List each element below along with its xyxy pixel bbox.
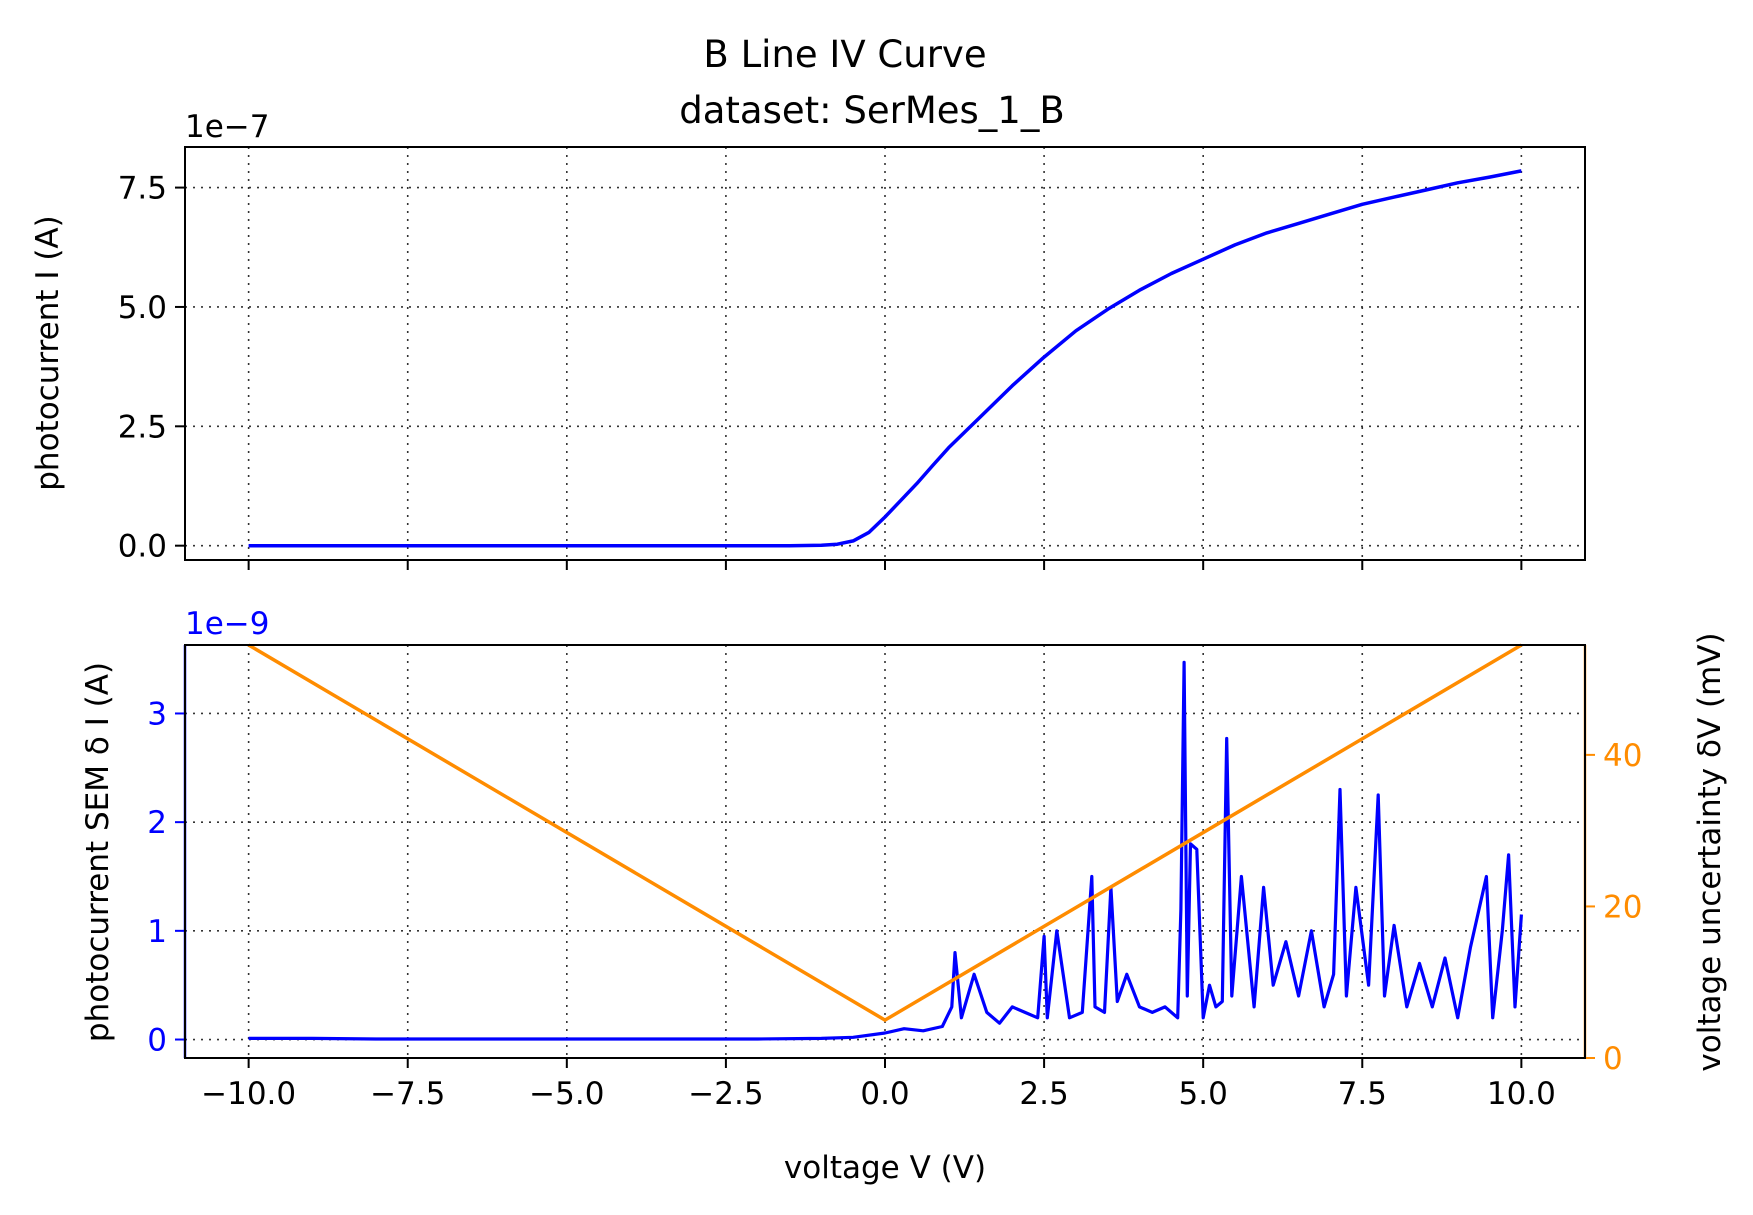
x-tick-label: −10.0 [201,1076,296,1112]
x-axis-label: voltage V (V) [784,1150,986,1186]
sem-panel: −10.0 −7.5 −5.0 −2.5 0.0 2.5 5.0 7.5 10.0 0 1 2 3 0 20… [80,606,1728,1186]
top-y-tick-label: 7.5 [118,171,167,207]
bottom-y2-tick-label: 0 [1603,1041,1623,1077]
bottom-y2-tick-label: 40 [1603,738,1642,774]
top-y-axis-label: photocurrent I (A) [30,215,66,491]
x-tick-label: −7.5 [370,1076,445,1112]
x-tick-label: 0.0 [860,1076,909,1112]
x-tick-label: 10.0 [1487,1076,1556,1112]
x-tick-label: 5.0 [1179,1076,1228,1112]
figure-title-line2: dataset: SerMes_1_B [679,89,1064,132]
x-tick-label: 7.5 [1338,1076,1387,1112]
top-axes-frame [184,146,1586,561]
bottom-right-y-axis-label: voltage uncertainty δV (mV) [1692,632,1728,1071]
photocurrent-series-line [248,169,1522,548]
top-ticks: 0.0 2.5 5.0 7.5 [118,171,1523,570]
bottom-y-axis-label: photocurrent SEM δ I (A) [80,662,116,1042]
top-y-tick-label: 5.0 [118,290,167,326]
top-y-tick-label: 2.5 [118,409,167,445]
bottom-y2-tick-label: 20 [1603,889,1642,925]
top-offset-text: 1e−7 [185,109,270,145]
photocurrent-panel: 0.0 2.5 5.0 7.5 1e−7 photocurrent I (A) [30,109,1586,570]
figure-title-line1: B Line IV Curve [703,33,986,76]
x-tick-label: −5.0 [529,1076,604,1112]
bottom-y-tick-label: 0 [147,1023,167,1059]
bottom-ticks: −10.0 −7.5 −5.0 −2.5 0.0 2.5 5.0 7.5 10.0 0 1 2 3 0 20… [147,645,1642,1112]
x-tick-label: −2.5 [688,1076,763,1112]
bottom-y-tick-label: 3 [147,696,167,732]
bottom-offset-text: 1e−9 [185,606,270,642]
top-gridlines [185,147,1585,560]
voltage-uncertainty-series-line [247,643,1523,1023]
sem-series-line [248,660,1523,1041]
bottom-y-tick-label: 1 [147,914,167,950]
x-tick-label: 2.5 [1019,1076,1068,1112]
bottom-y-tick-label: 2 [147,805,167,841]
top-y-tick-label: 0.0 [118,529,167,565]
bottom-axes-frame [184,644,1586,1059]
